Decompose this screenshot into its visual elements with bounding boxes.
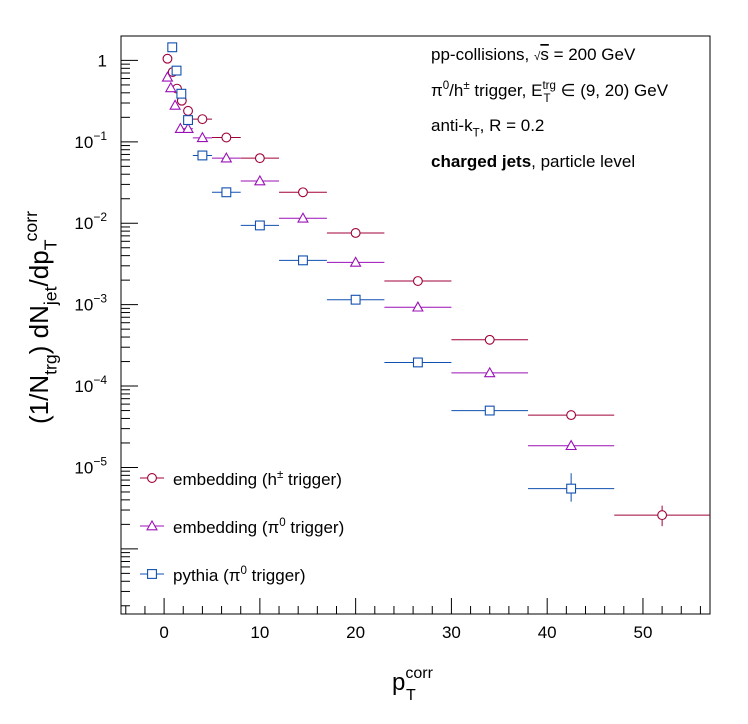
data-point bbox=[169, 99, 182, 110]
legend-marker bbox=[147, 569, 157, 579]
x-axis-label-sub: T bbox=[406, 687, 416, 704]
x-axis: 0 10 20 30 40 50 bbox=[125, 598, 701, 642]
x-tick-label: 20 bbox=[346, 623, 365, 642]
data-point bbox=[220, 152, 233, 163]
x-tick-label: 10 bbox=[250, 623, 269, 642]
x-tick-label: 50 bbox=[633, 623, 652, 642]
data-point bbox=[484, 405, 495, 416]
legend-entry: embedding (π0 trigger) bbox=[140, 517, 344, 537]
y-tick-label: 10−5 bbox=[74, 454, 107, 477]
data-point bbox=[412, 276, 423, 286]
legend-label: embedding (h± trigger) bbox=[173, 469, 342, 489]
data-point bbox=[167, 42, 178, 53]
annotation-subscript: T bbox=[543, 93, 550, 105]
data-point bbox=[297, 212, 309, 223]
data-point bbox=[298, 255, 308, 266]
data-point bbox=[254, 153, 265, 164]
data-point bbox=[350, 294, 361, 305]
annotation-line: anti-kT, R = 0.2 bbox=[431, 116, 544, 139]
data-point bbox=[298, 187, 308, 198]
data-series bbox=[161, 42, 710, 527]
data-point bbox=[183, 105, 193, 116]
data-point bbox=[411, 301, 424, 312]
data-point bbox=[566, 410, 577, 421]
plot-frame bbox=[120, 35, 711, 615]
data-point bbox=[221, 187, 232, 198]
data-point bbox=[254, 220, 265, 231]
y-tick-label: 10−4 bbox=[74, 373, 107, 396]
data-point bbox=[197, 150, 208, 161]
y-axis: 1 10−1 10−2 10−3 10−4 10−5 bbox=[74, 51, 138, 607]
data-point bbox=[349, 256, 362, 267]
data-point bbox=[412, 357, 423, 368]
legend: embedding (h± trigger) embedding (π0 trig… bbox=[140, 469, 344, 585]
data-point bbox=[565, 439, 578, 451]
y-tick-label: 1 bbox=[98, 51, 107, 70]
legend-label: embedding (π0 trigger) bbox=[173, 517, 344, 537]
plot-border bbox=[120, 35, 711, 615]
data-point bbox=[253, 174, 266, 186]
legend-marker bbox=[147, 473, 157, 483]
legend-marker bbox=[146, 519, 158, 531]
data-point bbox=[197, 114, 208, 125]
annotations: pp-collisions, √s = 200 GeV π0/h± trigger… bbox=[431, 45, 669, 171]
series-square bbox=[167, 42, 615, 502]
annotation-line: pp-collisions, √s = 200 GeV bbox=[431, 45, 636, 64]
data-point bbox=[484, 334, 495, 345]
data-point bbox=[183, 115, 193, 126]
data-point bbox=[566, 483, 577, 494]
data-point bbox=[221, 132, 232, 143]
data-point bbox=[171, 65, 182, 76]
legend-entry: embedding (h± trigger) bbox=[140, 469, 342, 489]
series-triangle bbox=[161, 71, 615, 451]
data-point bbox=[182, 122, 194, 134]
x-tick-label: 0 bbox=[159, 623, 168, 642]
y-axis-label: (1/Ntrg) dNjet/dpTcorr bbox=[21, 211, 60, 424]
data-point bbox=[196, 131, 209, 143]
data-point bbox=[161, 71, 174, 82]
data-point bbox=[657, 510, 668, 521]
annotation-line: charged jets, particle level bbox=[431, 152, 635, 171]
data-point bbox=[176, 88, 187, 99]
data-point bbox=[483, 366, 496, 378]
annotation-line: π0/h± trigger, Etrg ∈ (9, 20) GeV bbox=[431, 80, 669, 100]
data-point bbox=[174, 122, 187, 134]
y-tick-label: 10−2 bbox=[74, 210, 107, 233]
y-tick-label: 10−3 bbox=[74, 292, 107, 315]
data-point bbox=[162, 53, 173, 64]
x-tick-label: 30 bbox=[442, 623, 461, 642]
x-axis-label: pcorr bbox=[392, 665, 434, 696]
y-tick-label: 10−1 bbox=[74, 129, 107, 152]
data-point bbox=[350, 227, 361, 238]
legend-entry: pythia (π0 trigger) bbox=[140, 565, 305, 585]
x-tick-label: 40 bbox=[538, 623, 557, 642]
data-point bbox=[164, 81, 177, 93]
legend-label: pythia (π0 trigger) bbox=[173, 565, 305, 585]
